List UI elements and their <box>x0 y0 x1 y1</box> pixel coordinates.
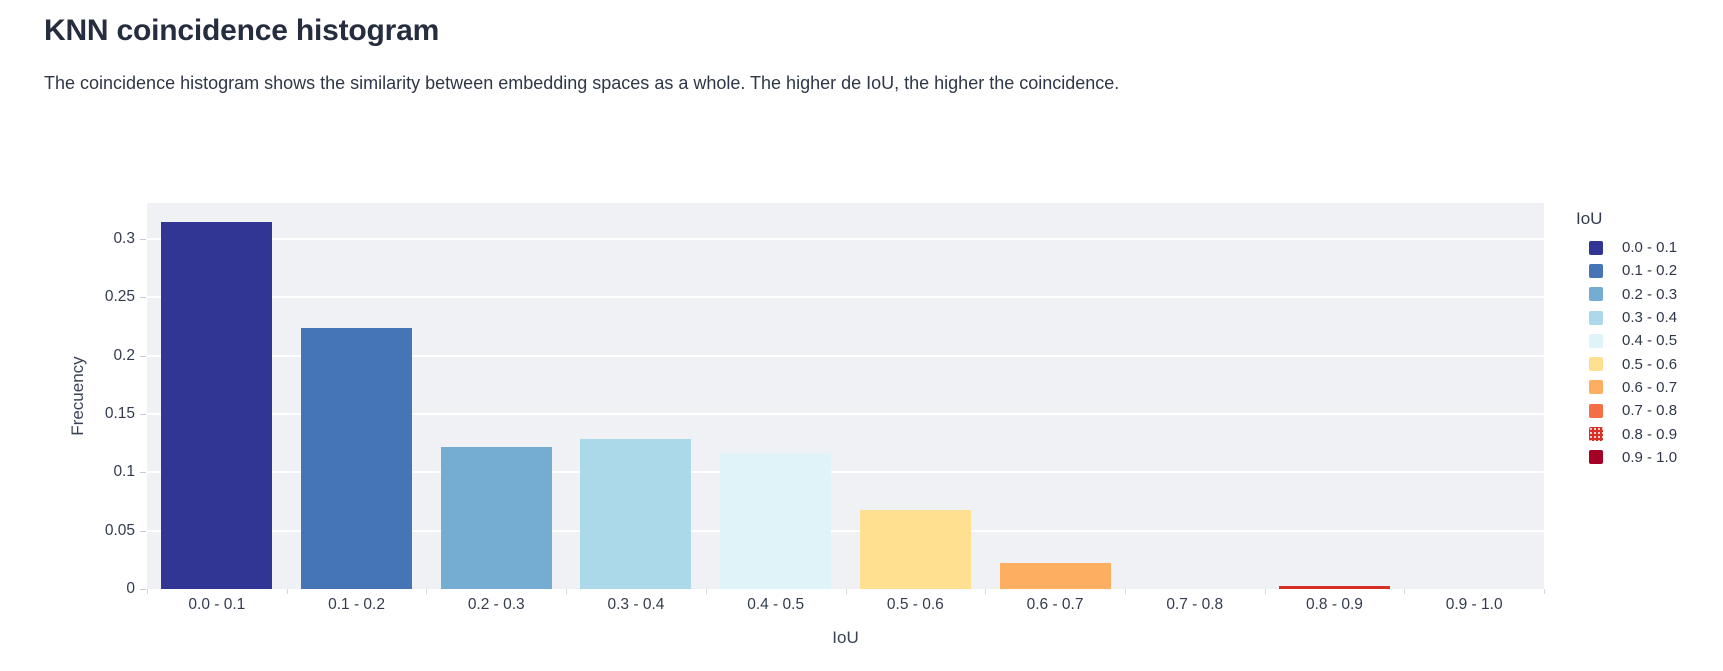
x-tick-label: 0.9 - 1.0 <box>1445 596 1503 613</box>
x-tick-label: 0.2 - 0.3 <box>467 596 525 613</box>
y-tick-mark <box>140 297 146 299</box>
x-tick-label: 0.3 - 0.4 <box>607 596 665 613</box>
legend-swatch <box>1589 263 1603 278</box>
x-tick-mark <box>566 589 568 594</box>
legend-item-0.8-0.9[interactable]: 0.8 - 0.9 <box>1564 422 1722 445</box>
legend-item-label: 0.6 - 0.7 <box>1622 378 1678 396</box>
legend-item-label: 0.7 - 0.8 <box>1622 402 1678 420</box>
y-tick-mark <box>140 239 146 241</box>
legend: IoU 0.0 - 0.1 0.1 - 0.2 0.2 - 0.3 0.3 - 0.4… <box>1564 209 1722 469</box>
x-tick-label: 0.7 - 0.8 <box>1166 596 1224 613</box>
legend-swatch <box>1589 310 1603 325</box>
x-tick-mark <box>985 589 987 594</box>
x-tick-mark <box>147 589 148 594</box>
gridline <box>147 529 1544 532</box>
x-tick-mark <box>1264 589 1266 594</box>
x-tick-label: 0.8 - 0.9 <box>1306 596 1363 613</box>
legend-item-0.0-0.1[interactable]: 0.0 - 0.1 <box>1564 236 1722 259</box>
legend-item-label: 0.2 - 0.3 <box>1622 285 1678 303</box>
y-tick-mark <box>140 355 146 357</box>
y-tick-label: 0.3 <box>113 230 135 248</box>
legend-title: IoU <box>1576 209 1603 228</box>
x-tick-mark <box>1544 589 1545 594</box>
legend-swatch <box>1589 240 1603 255</box>
x-tick-label: 0.4 - 0.5 <box>747 596 805 613</box>
gridline <box>147 413 1544 416</box>
bar-0.8-0.9[interactable] <box>1278 585 1390 589</box>
gridline <box>147 296 1544 299</box>
y-tick-mark <box>140 530 146 532</box>
legend-item-label: 0.0 - 0.1 <box>1622 239 1678 257</box>
y-tick-label: 0.15 <box>104 405 135 423</box>
legend-item-0.2-0.3[interactable]: 0.2 - 0.3 <box>1564 283 1722 306</box>
legend-item-label: 0.5 - 0.6 <box>1622 355 1678 373</box>
gridline <box>147 471 1544 474</box>
bar-0.6-0.7[interactable] <box>999 563 1111 589</box>
y-tick-label: 0 <box>126 580 135 597</box>
legend-swatch <box>1589 333 1603 348</box>
legend-swatch <box>1589 357 1603 372</box>
legend-item-label: 0.4 - 0.5 <box>1622 332 1678 350</box>
bar-0.5-0.6[interactable] <box>859 509 971 589</box>
legend-item-0.9-1.0[interactable]: 0.9 - 1.0 <box>1564 446 1722 469</box>
legend-item-label: 0.9 - 1.0 <box>1622 448 1678 466</box>
bar-0.3-0.4[interactable] <box>580 438 692 589</box>
bar-0.2-0.3[interactable] <box>440 446 552 589</box>
legend-items: 0.0 - 0.1 0.1 - 0.2 0.2 - 0.3 0.3 - 0.4 0.4 … <box>1564 236 1722 469</box>
x-tick-label: 0.6 - 0.7 <box>1026 596 1084 613</box>
x-tick-mark <box>1124 589 1126 594</box>
y-tick-label: 0.05 <box>104 521 135 539</box>
legend-swatch <box>1589 380 1603 395</box>
x-tick-label: 0.0 - 0.1 <box>188 596 246 613</box>
x-tick-mark <box>845 589 847 594</box>
legend-swatch <box>1589 403 1603 418</box>
page-title: KNN coincidence histogram <box>44 14 440 47</box>
legend-item-0.4-0.5[interactable]: 0.4 - 0.5 <box>1564 329 1722 352</box>
bar-0.0-0.1[interactable] <box>161 221 273 589</box>
legend-item-0.5-0.6[interactable]: 0.5 - 0.6 <box>1564 352 1722 375</box>
bar-0.1-0.2[interactable] <box>301 327 413 589</box>
legend-swatch <box>1589 427 1603 442</box>
y-tick-mark <box>140 472 146 474</box>
x-tick-mark <box>1404 589 1406 594</box>
x-tick-mark <box>705 589 707 594</box>
y-tick-mark <box>140 589 146 590</box>
x-tick-label: 0.1 - 0.2 <box>328 596 385 613</box>
x-tick-mark <box>286 589 288 594</box>
x-tick-label: 0.5 - 0.6 <box>886 596 944 613</box>
y-tick-label: 0.1 <box>113 463 135 481</box>
legend-item-0.1-0.2[interactable]: 0.1 - 0.2 <box>1564 259 1722 282</box>
y-axis-title: Frecuency <box>68 356 87 436</box>
legend-item-label: 0.3 - 0.4 <box>1622 309 1678 327</box>
legend-item-0.3-0.4[interactable]: 0.3 - 0.4 <box>1564 306 1722 329</box>
y-tick-label: 0.25 <box>104 288 135 306</box>
legend-item-0.6-0.7[interactable]: 0.6 - 0.7 <box>1564 376 1722 399</box>
x-tick-mark <box>426 589 428 594</box>
y-tick-mark <box>140 414 146 416</box>
page-subtitle: The coincidence histogram shows the simi… <box>44 73 1120 93</box>
gridline <box>147 354 1544 357</box>
bar-0.4-0.5[interactable] <box>720 452 832 589</box>
legend-item-0.7-0.8[interactable]: 0.7 - 0.8 <box>1564 399 1722 422</box>
plot-area <box>147 203 1544 589</box>
legend-item-label: 0.1 - 0.2 <box>1622 262 1678 280</box>
legend-swatch <box>1589 287 1603 302</box>
gridline <box>147 238 1544 241</box>
legend-item-label: 0.8 - 0.9 <box>1622 425 1678 443</box>
legend-swatch <box>1589 450 1603 465</box>
y-tick-label: 0.2 <box>113 346 135 364</box>
x-axis-title: IoU <box>832 628 859 647</box>
